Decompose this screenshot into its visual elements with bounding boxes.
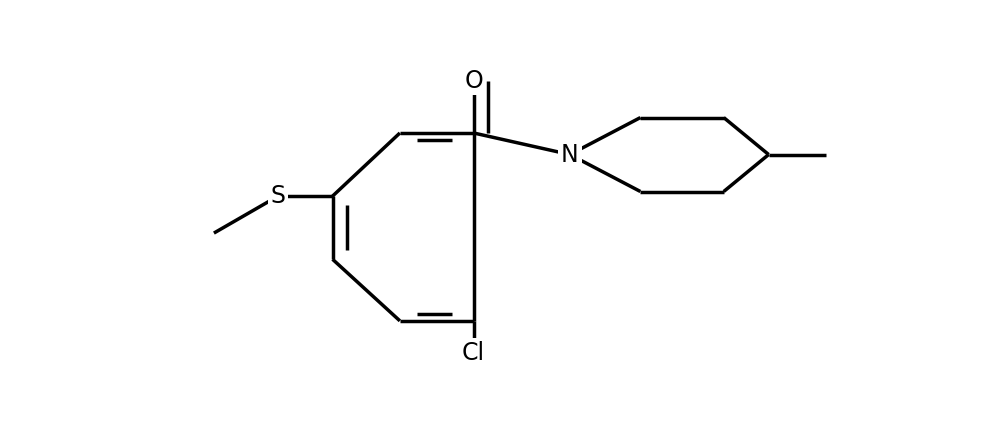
Text: Cl: Cl	[462, 341, 486, 365]
Text: N: N	[561, 143, 579, 166]
Text: S: S	[270, 184, 286, 208]
Text: O: O	[465, 68, 483, 92]
